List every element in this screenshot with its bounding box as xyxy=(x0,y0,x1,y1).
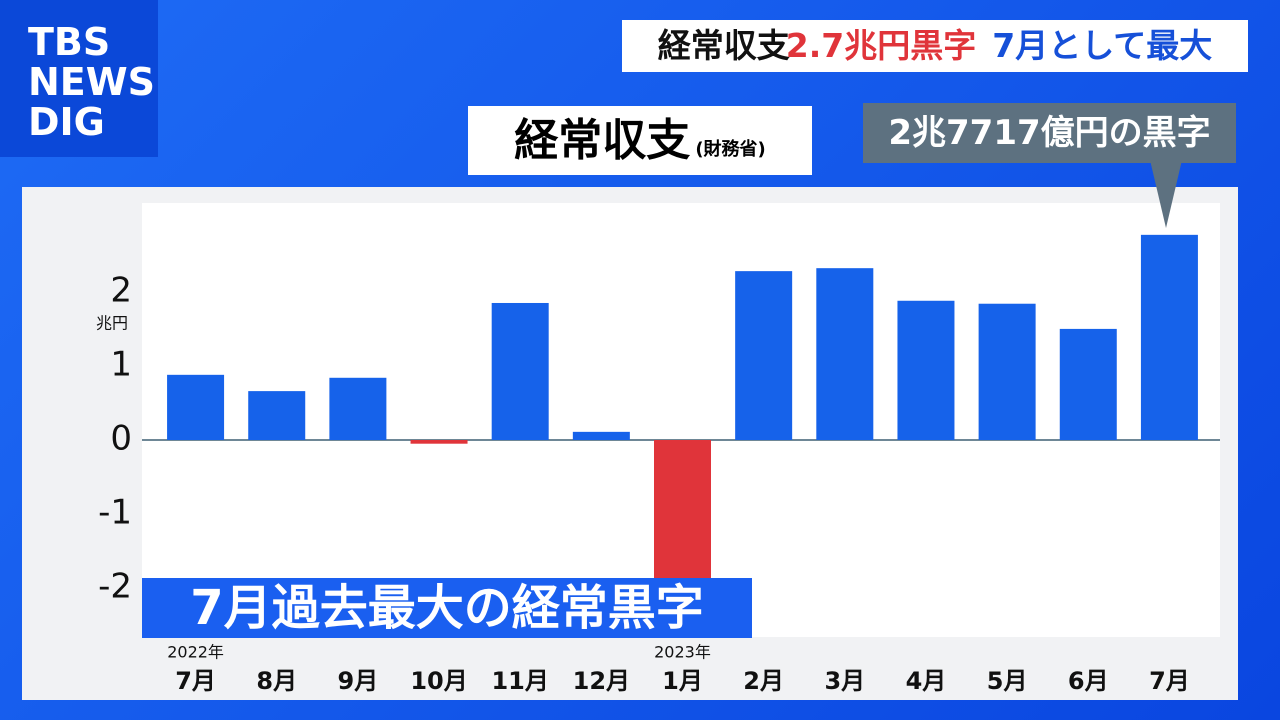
x-tick-label: 2月 xyxy=(743,667,784,695)
logo-line: NEWS xyxy=(28,60,156,104)
year-label: 2023年 xyxy=(654,643,711,662)
x-tick-label: 11月 xyxy=(491,667,548,695)
y-tick-label: -2 xyxy=(98,567,132,607)
headline-part: 経常収支 xyxy=(657,26,790,65)
x-tick-label: 5月 xyxy=(987,667,1028,695)
bar xyxy=(491,302,549,440)
x-tick-label: 10月 xyxy=(410,667,467,695)
x-tick-label: 7月 xyxy=(1149,667,1190,695)
caption: 7月過去最大の経常黒字 xyxy=(142,578,752,638)
y-tick-label: -1 xyxy=(98,493,132,533)
headline-part: 2.7兆円黒字 xyxy=(785,26,977,65)
x-tick-label: 6月 xyxy=(1068,667,1109,695)
bar xyxy=(1140,234,1198,440)
year-label: 2022年 xyxy=(167,643,224,662)
callout: 2兆7717億円の黒字 xyxy=(863,103,1236,163)
y-tick-label: 1 xyxy=(110,344,132,384)
bar xyxy=(167,374,225,440)
headline-part: 7月として最大 xyxy=(992,26,1213,65)
bar xyxy=(248,391,306,440)
x-tick-label: 9月 xyxy=(338,667,379,695)
bar xyxy=(654,439,711,587)
y-unit: 兆円 xyxy=(96,313,128,332)
panel-title-main: 経常収支 xyxy=(514,115,691,166)
logo: TBS NEWS DIG xyxy=(0,0,158,157)
bar xyxy=(978,303,1036,440)
bar xyxy=(410,439,468,444)
bar xyxy=(816,268,874,440)
bar xyxy=(572,431,630,440)
logo-line: TBS xyxy=(28,20,111,64)
x-tick-label: 3月 xyxy=(824,667,865,695)
bar xyxy=(1059,328,1117,440)
bar xyxy=(735,271,793,440)
x-tick-label: 12月 xyxy=(573,667,630,695)
y-tick-label: 0 xyxy=(110,418,132,458)
y-tick-label: 2 xyxy=(110,270,132,310)
bar xyxy=(329,377,387,440)
x-tick-label: 4月 xyxy=(906,667,947,695)
logo-line: DIG xyxy=(28,100,105,144)
callout-pointer xyxy=(1150,160,1182,228)
panel-title: 経常収支 (財務省) xyxy=(468,106,812,175)
bar xyxy=(897,300,955,440)
headline: 経常収支2.7兆円黒字 7月として最大 xyxy=(622,20,1248,72)
x-tick-label: 1月 xyxy=(662,667,703,695)
x-tick-label: 7月 xyxy=(175,667,216,695)
x-tick-label: 8月 xyxy=(256,667,297,695)
panel-title-source: (財務省) xyxy=(695,139,766,160)
